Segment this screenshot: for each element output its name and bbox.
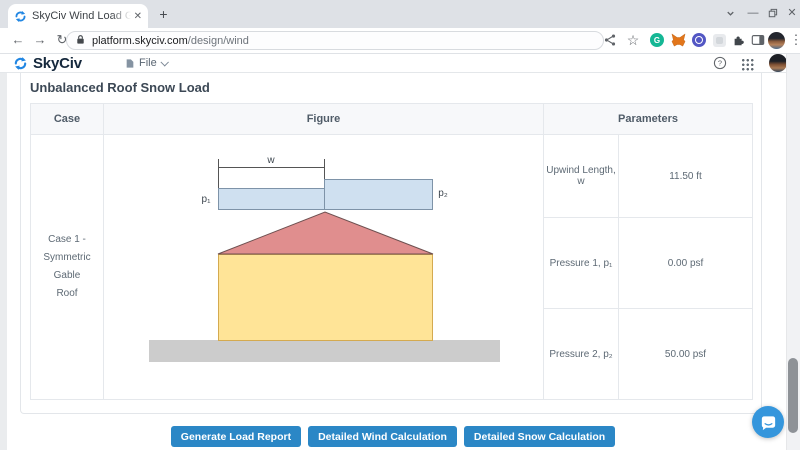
snow-load-table: Case Figure Parameters Case 1 - Symmetri… xyxy=(30,103,753,400)
skyciv-favicon-icon xyxy=(14,10,27,23)
side-panel-icon[interactable] xyxy=(749,31,767,49)
window-close-icon[interactable]: ✕ xyxy=(787,7,797,19)
bookmark-star-icon[interactable]: ☆ xyxy=(626,31,640,48)
window-menu-chevron-icon[interactable] xyxy=(722,6,738,22)
param-value-pressure2: 50.00 psf xyxy=(618,308,753,400)
new-tab-button[interactable]: + xyxy=(159,6,168,22)
back-icon[interactable]: ← xyxy=(11,32,25,47)
roof-triangle xyxy=(217,210,433,254)
w-label: w xyxy=(266,155,275,166)
ground-rect xyxy=(148,339,500,362)
browser-profile-avatar[interactable] xyxy=(767,31,785,49)
skyciv-logo-icon xyxy=(14,57,27,70)
column-header-figure: Figure xyxy=(103,103,544,135)
pressure2-rect xyxy=(323,178,433,210)
figure-cell: w p₁ p₂ xyxy=(103,134,544,400)
lock-icon xyxy=(75,32,86,50)
purple-extension-icon[interactable] xyxy=(690,31,708,49)
window-restore-icon[interactable] xyxy=(764,6,780,22)
svg-text:?: ? xyxy=(718,59,722,68)
p2-label: p₂ xyxy=(438,188,448,199)
file-icon xyxy=(126,58,134,68)
dimension-line xyxy=(217,158,325,188)
window-minimize-icon[interactable]: — xyxy=(747,7,759,19)
param-label-upwind-length: Upwind Length, w xyxy=(543,134,619,218)
tab-title: SkyCiv Wind Load Genera xyxy=(32,10,131,22)
address-bar[interactable]: platform.skyciv.com/design/wind xyxy=(66,31,604,50)
chevron-down-icon xyxy=(160,58,169,67)
scrollbar-track[interactable] xyxy=(786,54,800,450)
apps-grid-icon[interactable] xyxy=(741,58,754,71)
tab-strip: SkyCiv Wind Load Genera ✕ + — ✕ xyxy=(0,0,800,28)
chat-bubble-icon xyxy=(761,415,775,430)
user-avatar[interactable] xyxy=(769,54,787,72)
file-menu[interactable]: File xyxy=(125,57,169,69)
file-menu-label: File xyxy=(139,57,157,69)
intercom-chat-button[interactable] xyxy=(752,406,784,438)
p1-label: p₁ xyxy=(201,194,211,205)
param-value-upwind-length: 11.50 ft xyxy=(618,134,753,218)
url-text: platform.skyciv.com/design/wind xyxy=(92,35,249,47)
wall-rect xyxy=(217,253,433,341)
pressure1-rect xyxy=(217,187,325,210)
help-icon[interactable]: ? xyxy=(713,56,727,75)
detailed-wind-calculation-button[interactable]: Detailed Wind Calculation xyxy=(308,426,457,447)
param-label-pressure2: Pressure 2, p₂ xyxy=(543,308,619,400)
metamask-extension-icon[interactable] xyxy=(669,31,687,49)
param-label-pressure1: Pressure 1, p₁ xyxy=(543,217,619,309)
skyciv-logo[interactable]: SkyCiv xyxy=(13,55,82,72)
page-title: Unbalanced Roof Snow Load xyxy=(30,80,210,95)
column-header-parameters: Parameters xyxy=(543,103,753,135)
roof-figure: w p₁ p₂ xyxy=(148,155,500,362)
browser-toolbar: ← → ↻ platform.skyciv.com/design/wind ☆ … xyxy=(0,28,800,54)
detailed-snow-calculation-button[interactable]: Detailed Snow Calculation xyxy=(463,426,616,447)
column-header-case: Case xyxy=(30,103,104,135)
extensions-puzzle-icon[interactable] xyxy=(730,31,748,49)
case-cell: Case 1 - Symmetric Gable Roof xyxy=(30,134,104,400)
brand-text: SkyCiv xyxy=(33,55,82,72)
skyciv-app-header: SkyCiv File ? xyxy=(0,54,800,73)
inactive-extension-icon[interactable] xyxy=(710,31,728,49)
reload-icon[interactable]: ↻ xyxy=(56,32,68,47)
scrollbar-thumb[interactable] xyxy=(788,358,798,433)
url-path: /design/wind xyxy=(187,34,249,47)
forward-icon[interactable]: → xyxy=(33,32,47,47)
share-icon[interactable] xyxy=(601,31,619,49)
page-left-gutter xyxy=(0,73,7,450)
grammarly-extension-icon[interactable]: G xyxy=(648,31,666,49)
url-domain: platform.skyciv.com xyxy=(92,34,188,47)
browser-tab[interactable]: SkyCiv Wind Load Genera ✕ xyxy=(8,4,148,28)
browser-menu-icon[interactable]: ⋮ xyxy=(789,32,800,47)
tab-close-icon[interactable]: ✕ xyxy=(133,10,142,22)
param-value-pressure1: 0.00 psf xyxy=(618,217,753,309)
action-buttons-row: Generate Load Report Detailed Wind Calcu… xyxy=(0,426,786,447)
generate-load-report-button[interactable]: Generate Load Report xyxy=(170,426,302,447)
